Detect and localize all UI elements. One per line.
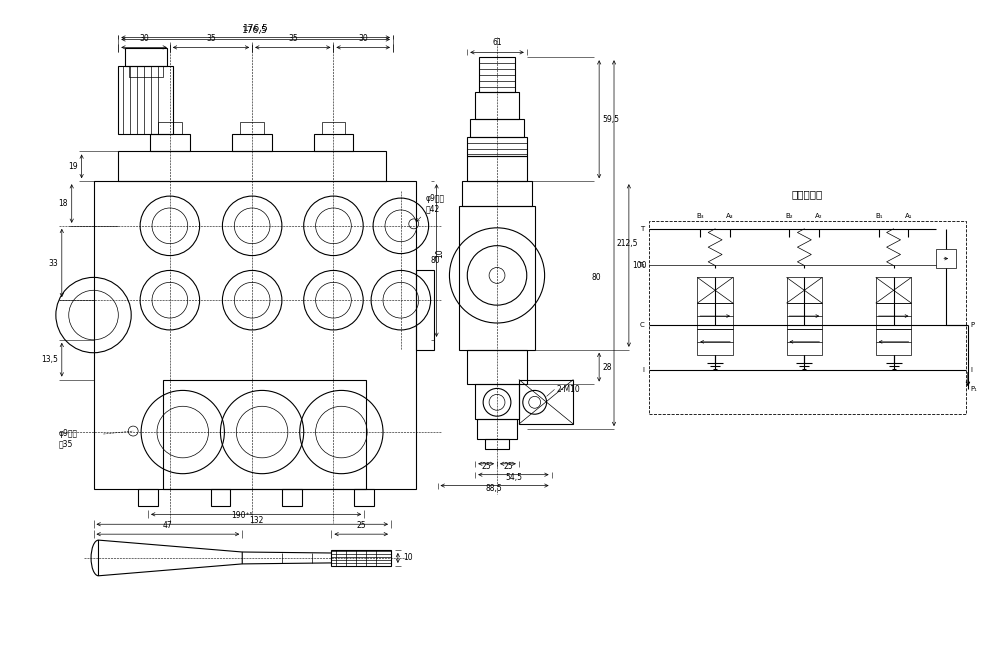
Text: I: I [970,366,972,373]
Bar [322,122,345,134]
Text: 100: 100 [632,261,646,270]
Bar [150,134,190,152]
Bar [467,350,527,384]
Bar [282,488,302,506]
Text: 25: 25 [481,462,491,471]
Bar [787,329,822,355]
Text: 30: 30 [358,34,368,43]
Bar [211,488,230,506]
Bar [94,181,416,488]
Text: 13,5: 13,5 [41,355,58,364]
Text: B₁: B₁ [875,213,882,219]
Text: 59,5: 59,5 [602,115,619,124]
Text: 10: 10 [403,553,412,562]
Bar [314,134,353,152]
Bar [475,92,519,119]
Bar [475,384,519,419]
Text: 54,5: 54,5 [505,473,522,482]
Text: I: I [643,366,645,373]
Bar [876,277,911,303]
Bar [138,488,158,506]
Bar [936,248,956,268]
Bar [354,488,374,506]
Bar [118,152,386,181]
Text: 35: 35 [206,34,216,43]
Text: P₁: P₁ [970,386,977,392]
Bar [232,134,272,152]
Bar [470,119,524,137]
Text: 10: 10 [436,249,445,259]
Text: 176,5: 176,5 [242,26,268,35]
Bar [459,206,535,350]
Text: 80: 80 [431,256,441,265]
Bar [649,221,966,414]
Text: 35: 35 [288,34,298,43]
Bar [467,157,527,181]
Text: φ9螺孔
高35: φ9螺孔 高35 [59,430,78,449]
Text: 132: 132 [249,516,263,525]
Bar [876,329,911,355]
Text: B₃: B₃ [697,213,704,219]
Text: C: C [640,322,645,328]
Text: T₁: T₁ [638,263,645,268]
Text: 25: 25 [356,521,366,530]
Text: B₂: B₂ [786,213,793,219]
Bar [876,303,911,329]
Bar [697,303,733,329]
Text: 25: 25 [503,462,513,471]
Text: φ9螺孔
高42: φ9螺孔 高42 [416,194,445,221]
Bar [331,550,391,566]
Bar [519,379,573,424]
Text: 190⁺⁵: 190⁺⁵ [231,511,253,521]
Text: P: P [970,322,974,328]
Text: 28: 28 [602,363,612,372]
Text: A₃: A₃ [726,213,734,219]
Text: 47: 47 [163,521,173,530]
Text: 液压原理图: 液压原理图 [792,189,823,199]
Bar [697,277,733,303]
Text: 212,5: 212,5 [617,239,638,248]
Bar [467,137,527,157]
Text: 19: 19 [68,162,78,171]
Bar [125,48,167,66]
Text: A₁: A₁ [905,213,912,219]
Text: 80: 80 [591,273,601,282]
Text: T: T [640,226,645,232]
Bar [787,303,822,329]
Bar [163,379,366,488]
Text: 30: 30 [139,34,149,43]
Bar [479,57,515,92]
Text: 176,5: 176,5 [243,23,268,32]
Bar [485,439,509,449]
Bar [787,277,822,303]
Text: 2-M10: 2-M10 [557,385,580,394]
Bar [416,270,434,350]
Text: 33: 33 [48,259,58,268]
Bar [697,329,733,355]
Bar [129,66,163,77]
Text: A₂: A₂ [815,213,823,219]
Bar [158,122,182,134]
Bar [118,66,173,134]
Bar [462,181,532,206]
Text: 61: 61 [492,39,502,47]
Text: 88,5: 88,5 [486,484,502,493]
Bar [477,419,517,439]
Text: 18: 18 [58,199,68,208]
Bar [240,122,264,134]
